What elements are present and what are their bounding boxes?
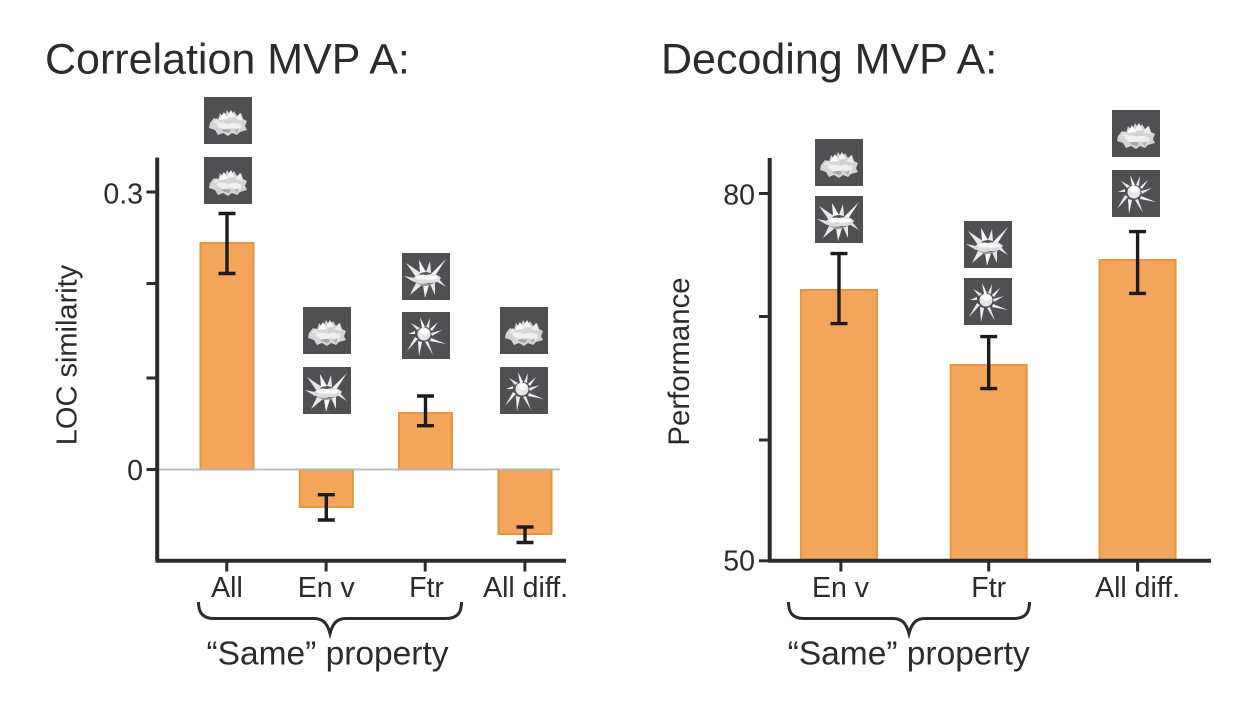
svg-text:“Same” property: “Same” property <box>206 636 448 673</box>
svg-text:All diff.: All diff. <box>1095 572 1180 604</box>
svg-text:0: 0 <box>127 455 143 487</box>
svg-text:Decoding MVP A:: Decoding MVP A: <box>661 36 997 84</box>
svg-text:All: All <box>211 572 243 604</box>
svg-text:Correlation MVP A:: Correlation MVP A: <box>45 36 410 84</box>
svg-text:0.3: 0.3 <box>103 179 143 211</box>
svg-text:Ftr: Ftr <box>971 572 1006 604</box>
svg-text:50: 50 <box>723 546 755 578</box>
svg-text:Ftr: Ftr <box>409 572 444 604</box>
svg-text:“Same” property: “Same” property <box>788 636 1030 673</box>
svg-text:En v: En v <box>812 572 870 604</box>
svg-text:Performance: Performance <box>663 277 696 445</box>
svg-text:All diff.: All diff. <box>483 572 568 604</box>
svg-text:LOC similarity: LOC similarity <box>52 264 84 445</box>
svg-text:80: 80 <box>723 180 755 212</box>
svg-text:En v: En v <box>298 572 356 604</box>
